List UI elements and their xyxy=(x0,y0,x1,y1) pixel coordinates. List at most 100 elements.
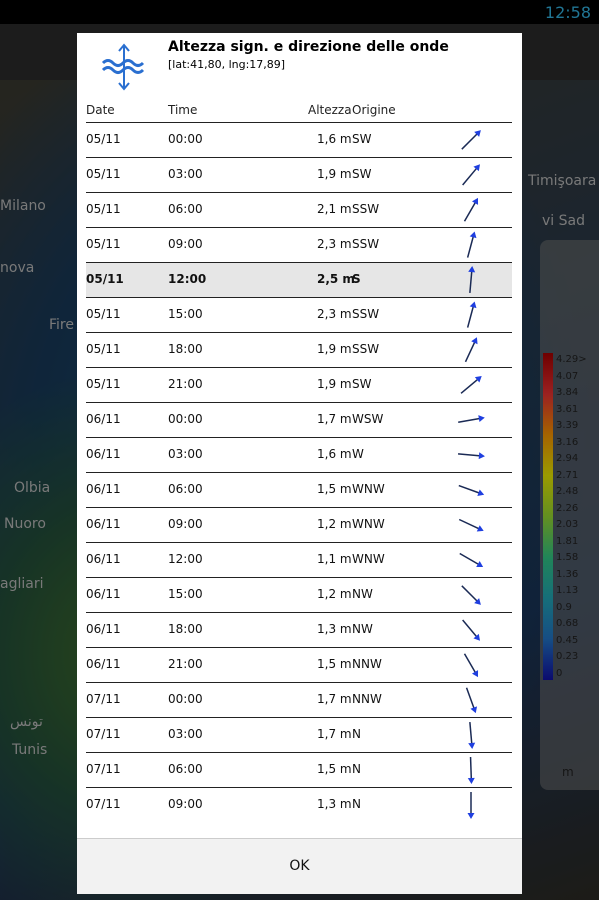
origin: N xyxy=(352,762,361,776)
forecast-row: 05/11 15:00 2,3 m SSW xyxy=(86,297,512,333)
origin: SW xyxy=(352,132,372,146)
origin: NW xyxy=(352,622,373,636)
time: 12:00 xyxy=(168,552,203,566)
legend-value: 2.03 xyxy=(556,519,579,530)
time: 15:00 xyxy=(168,587,203,601)
date: 06/11 xyxy=(86,517,121,531)
height: 1,9 m xyxy=(317,342,352,356)
time: 00:00 xyxy=(168,132,203,146)
forecast-row: 05/11 03:00 1,9 m SW xyxy=(86,157,512,193)
ok-button[interactable]: OK xyxy=(289,858,310,874)
forecast-row: 05/11 09:00 2,3 m SSW xyxy=(86,227,512,263)
legend-value: 1.36 xyxy=(556,568,579,580)
date: 05/11 xyxy=(86,307,121,321)
date: 05/11 xyxy=(86,342,121,356)
dialog: Altezza sign. e direzione delle onde [la… xyxy=(77,33,522,894)
direction-arrow xyxy=(459,552,484,568)
height: 1,2 m xyxy=(317,517,352,531)
map-label: nova xyxy=(0,260,35,276)
direction-arrow xyxy=(461,130,481,150)
map-label: agliari xyxy=(0,576,44,592)
direction-arrow xyxy=(462,619,480,641)
origin: SW xyxy=(352,167,372,181)
forecast-row: 06/11 06:00 1,5 m WNW xyxy=(86,472,512,508)
column-header: Time xyxy=(168,103,198,117)
height: 1,9 m xyxy=(317,377,352,391)
date: 06/11 xyxy=(86,622,121,636)
date: 06/11 xyxy=(86,412,121,426)
forecast-row: 06/11 18:00 1,3 m NW xyxy=(86,612,512,648)
time: 03:00 xyxy=(168,447,203,461)
button-bar: OK xyxy=(77,838,522,894)
direction-arrow xyxy=(467,756,475,784)
origin: S xyxy=(352,272,361,286)
origin: SSW xyxy=(352,307,380,321)
height: 1,2 m xyxy=(317,587,352,601)
origin: N xyxy=(352,797,361,811)
forecast-row: 05/11 18:00 1,9 m SSW xyxy=(86,332,512,368)
forecast-row: 06/11 12:00 1,1 m WNW xyxy=(86,542,512,578)
date: 07/11 xyxy=(86,727,121,741)
legend-value: 1.81 xyxy=(556,535,579,547)
map-label: Tunis xyxy=(12,742,48,758)
legend-value: 3.84 xyxy=(556,387,579,398)
height: 1,7 m xyxy=(317,727,352,741)
column-header: Origine xyxy=(352,103,396,117)
height: 1,7 m xyxy=(317,692,352,706)
time: 18:00 xyxy=(168,622,203,636)
origin: WNW xyxy=(352,482,385,496)
direction-arrow xyxy=(458,484,485,497)
date: 05/11 xyxy=(86,237,121,251)
direction-arrow xyxy=(458,415,485,423)
forecast-row: 05/11 00:00 1,6 m SW xyxy=(86,122,512,158)
height: 1,1 m xyxy=(317,552,352,566)
origin: W xyxy=(352,447,364,461)
map-label: vi Sad xyxy=(542,213,585,229)
origin: NNW xyxy=(352,657,382,671)
legend-value: 2.26 xyxy=(556,502,579,514)
map-label: Olbia xyxy=(14,480,51,496)
height: 2,5 m xyxy=(317,272,355,286)
direction-arrow xyxy=(463,653,479,678)
time: 18:00 xyxy=(168,342,203,356)
direction-arrow xyxy=(468,266,476,294)
direction-arrow xyxy=(461,585,481,605)
height: 1,6 m xyxy=(317,447,352,461)
height: 1,5 m xyxy=(317,657,352,671)
time: 03:00 xyxy=(168,167,203,181)
forecast-list: 05/11 00:00 1,6 m SW 05/11 03:00 1,9 m SW 05/11 0… xyxy=(86,122,512,838)
legend-unit: m xyxy=(562,765,574,779)
direction-arrow xyxy=(466,231,477,258)
forecast-row: 06/11 09:00 1,2 m WNW xyxy=(86,507,512,543)
origin: SSW xyxy=(352,237,380,251)
origin: SW xyxy=(352,377,372,391)
height: 1,6 m xyxy=(317,132,352,146)
legend-value: 3.16 xyxy=(556,436,579,448)
height: 2,3 m xyxy=(317,237,352,251)
height: 2,1 m xyxy=(317,202,352,216)
height: 1,3 m xyxy=(317,797,352,811)
origin: N xyxy=(352,727,361,741)
date: 07/11 xyxy=(86,762,121,776)
forecast-row: 06/11 00:00 1,7 m WSW xyxy=(86,402,512,438)
legend-value: 0.23 xyxy=(556,651,579,662)
origin: NNW xyxy=(352,692,382,706)
date: 05/11 xyxy=(86,167,121,181)
legend-value: 4.07 xyxy=(556,370,579,382)
height: 1,3 m xyxy=(317,622,352,636)
wave-icon xyxy=(101,43,145,91)
time: 00:00 xyxy=(168,692,203,706)
map-label: Nuoro xyxy=(4,516,46,532)
time: 12:00 xyxy=(168,272,207,286)
origin: WNW xyxy=(352,517,385,531)
height: 2,3 m xyxy=(317,307,352,321)
time: 00:00 xyxy=(168,412,203,426)
status-bar: 12:58 xyxy=(0,0,599,24)
height: 1,7 m xyxy=(317,412,352,426)
direction-arrow xyxy=(468,721,476,749)
